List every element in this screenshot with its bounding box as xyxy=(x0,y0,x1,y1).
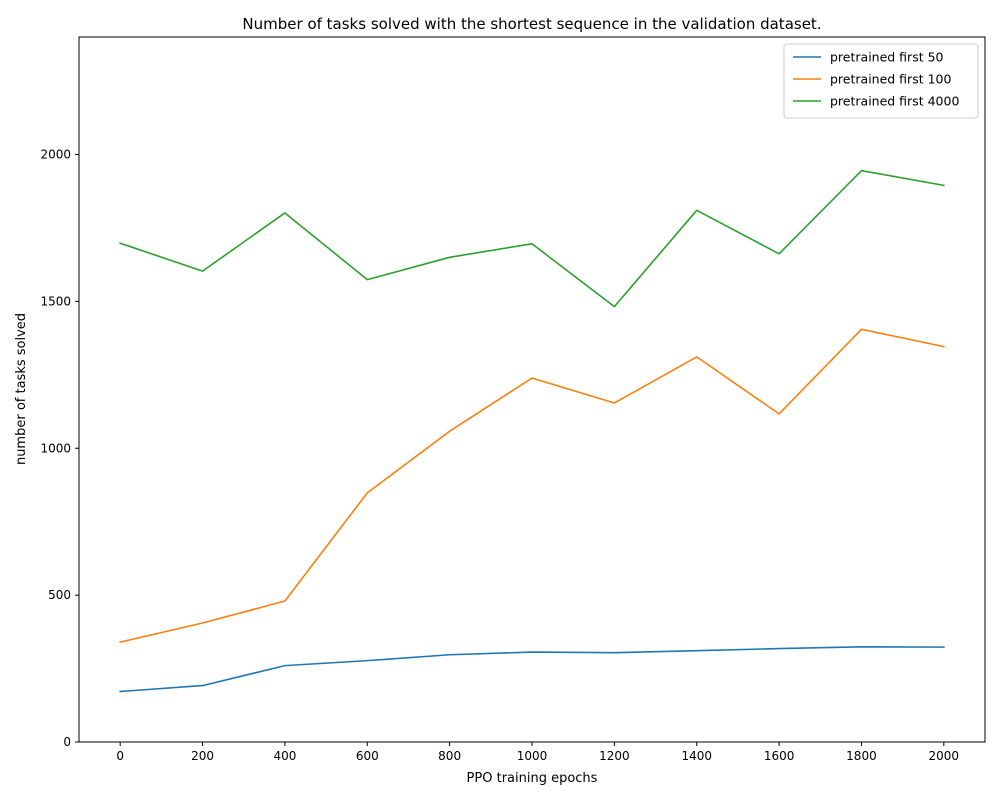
plot-frame xyxy=(78,36,986,743)
y-tick-label: 1500 xyxy=(40,294,71,308)
series-line-2 xyxy=(119,328,945,644)
y-tick-label: 500 xyxy=(48,588,71,602)
x-tick-label: 1200 xyxy=(599,749,630,763)
x-tick-label: 1800 xyxy=(846,749,877,763)
x-tick-label: 200 xyxy=(191,749,214,763)
legend-label-1: pretrained first 50 xyxy=(830,50,944,65)
chart-title: Number of tasks solved with the shortest… xyxy=(242,15,821,33)
legend-label-3: pretrained first 4000 xyxy=(830,94,959,109)
y-tick-label: 0 xyxy=(63,735,71,749)
plot-lines xyxy=(119,169,945,693)
y-axis-label: number of tasks solved xyxy=(14,313,29,465)
x-tick-label: 400 xyxy=(273,749,296,763)
x-tick-label: 1600 xyxy=(764,749,795,763)
legend-box xyxy=(783,43,979,119)
x-tick-label: 1000 xyxy=(517,749,548,763)
x-tick-label: 0 xyxy=(116,749,124,763)
y-tick-label: 2000 xyxy=(40,148,71,162)
series-line-3 xyxy=(119,169,945,308)
series-line-1 xyxy=(119,646,945,693)
y-tick-label: 1000 xyxy=(40,441,71,455)
x-tick-label: 600 xyxy=(356,749,379,763)
x-axis-label: PPO training epochs xyxy=(467,771,598,786)
x-tick-label: 2000 xyxy=(929,749,960,763)
x-tick-label: 800 xyxy=(438,749,461,763)
x-axis: 0 200 400 600 800 1000 1200 1400 1600 1800 2000 xyxy=(116,742,959,763)
y-axis: 0 500 1000 1500 2000 xyxy=(40,148,79,749)
x-tick-label: 1400 xyxy=(681,749,712,763)
legend-label-2: pretrained first 100 xyxy=(830,72,951,87)
legend: pretrained first 50 pretrained first 100 p… xyxy=(783,43,979,119)
